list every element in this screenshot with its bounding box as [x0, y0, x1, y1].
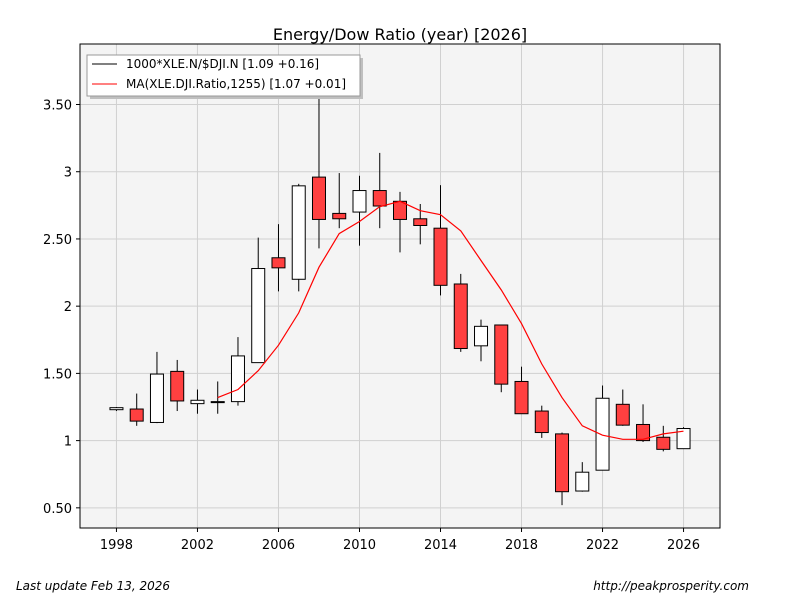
candle-body	[352, 190, 367, 213]
candle-body	[534, 410, 549, 434]
candle	[109, 407, 124, 412]
candle	[372, 152, 387, 229]
candle	[494, 324, 509, 393]
candle	[129, 393, 144, 426]
candle	[555, 432, 570, 506]
candle	[170, 359, 185, 412]
candle-body	[311, 176, 326, 220]
candle-body	[474, 325, 489, 347]
candle-body	[230, 355, 245, 403]
y-tick-label: 0.50	[43, 502, 72, 517]
candle-body	[129, 408, 144, 422]
candle-body	[332, 212, 347, 220]
plot-frame	[79, 43, 721, 529]
candle	[393, 191, 407, 253]
candle-body	[514, 380, 529, 415]
y-tick-label: 2	[64, 300, 72, 315]
candle	[453, 273, 468, 352]
x-tick-label: 2022	[586, 538, 619, 553]
candle-body	[109, 407, 124, 411]
candle	[656, 425, 671, 452]
candle-body	[595, 397, 610, 471]
candle-body	[656, 436, 671, 450]
candle	[474, 319, 489, 362]
candle-body	[636, 423, 651, 442]
candle	[514, 366, 529, 415]
candle	[352, 175, 367, 246]
candle	[332, 173, 347, 229]
candle	[575, 462, 590, 492]
moving-average	[217, 200, 684, 440]
candle-body	[190, 399, 205, 405]
candle	[291, 183, 306, 292]
candle	[433, 185, 448, 296]
candle-body	[413, 218, 428, 226]
y-tick-label: 3	[64, 166, 72, 181]
candle	[595, 385, 610, 471]
candle-body	[291, 185, 306, 280]
candle-body	[251, 268, 266, 364]
y-tick-label: 2.50	[43, 233, 72, 248]
candle	[190, 389, 205, 414]
y-tick-label: 1	[64, 435, 72, 450]
candle	[271, 224, 286, 292]
legend-box	[86, 54, 361, 97]
plot-area	[80, 44, 720, 528]
chart-title: Energy/Dow Ratio (year) [2026]	[273, 25, 527, 44]
candles	[109, 57, 691, 506]
axis-ticks: 1998 2002 2006 2010 2014 2018 2022 2026 0.50 1 1.5…	[43, 99, 700, 554]
candle-body	[453, 283, 468, 350]
last-update-text: Last update Feb 13, 2026	[16, 579, 171, 593]
y-tick-label: 3.50	[43, 99, 72, 114]
x-tick-label: 2006	[262, 538, 295, 553]
x-tick-label: 2002	[181, 538, 214, 553]
legend-label-ma: MA(XLE.DJI.Ratio,1255) [1.07 +0.01]	[126, 77, 346, 91]
candle	[676, 427, 691, 450]
x-tick-label: 1998	[100, 538, 133, 553]
candle-body	[433, 227, 448, 286]
candle	[149, 351, 164, 424]
candle	[615, 389, 630, 426]
candle-body	[149, 373, 164, 423]
ma-line	[217, 200, 684, 440]
x-tick-label: 2014	[424, 538, 457, 553]
x-tick-label: 2026	[667, 538, 700, 553]
legend-label-ratio: 1000*XLE.N/$DJI.N [1.09 +0.16]	[126, 57, 319, 71]
candle-body	[676, 428, 691, 450]
candle	[534, 405, 549, 438]
x-tick-label: 2010	[343, 538, 376, 553]
candle-body	[494, 324, 509, 385]
legend: 1000*XLE.N/$DJI.N [1.09 +0.16] MA(XLE.DJ…	[86, 54, 363, 99]
candle-body	[271, 257, 286, 269]
candle-body	[615, 403, 630, 426]
candle	[636, 404, 651, 442]
y-tick-label: 1.50	[43, 367, 72, 382]
candle	[251, 237, 266, 364]
source-url-text: http://peakprosperity.com	[593, 579, 749, 593]
x-tick-label: 2018	[505, 538, 538, 553]
candle-body	[210, 401, 225, 404]
candle-body	[372, 190, 387, 207]
candle-body	[170, 370, 185, 402]
candle-body	[575, 471, 590, 492]
candle-body	[555, 433, 570, 493]
